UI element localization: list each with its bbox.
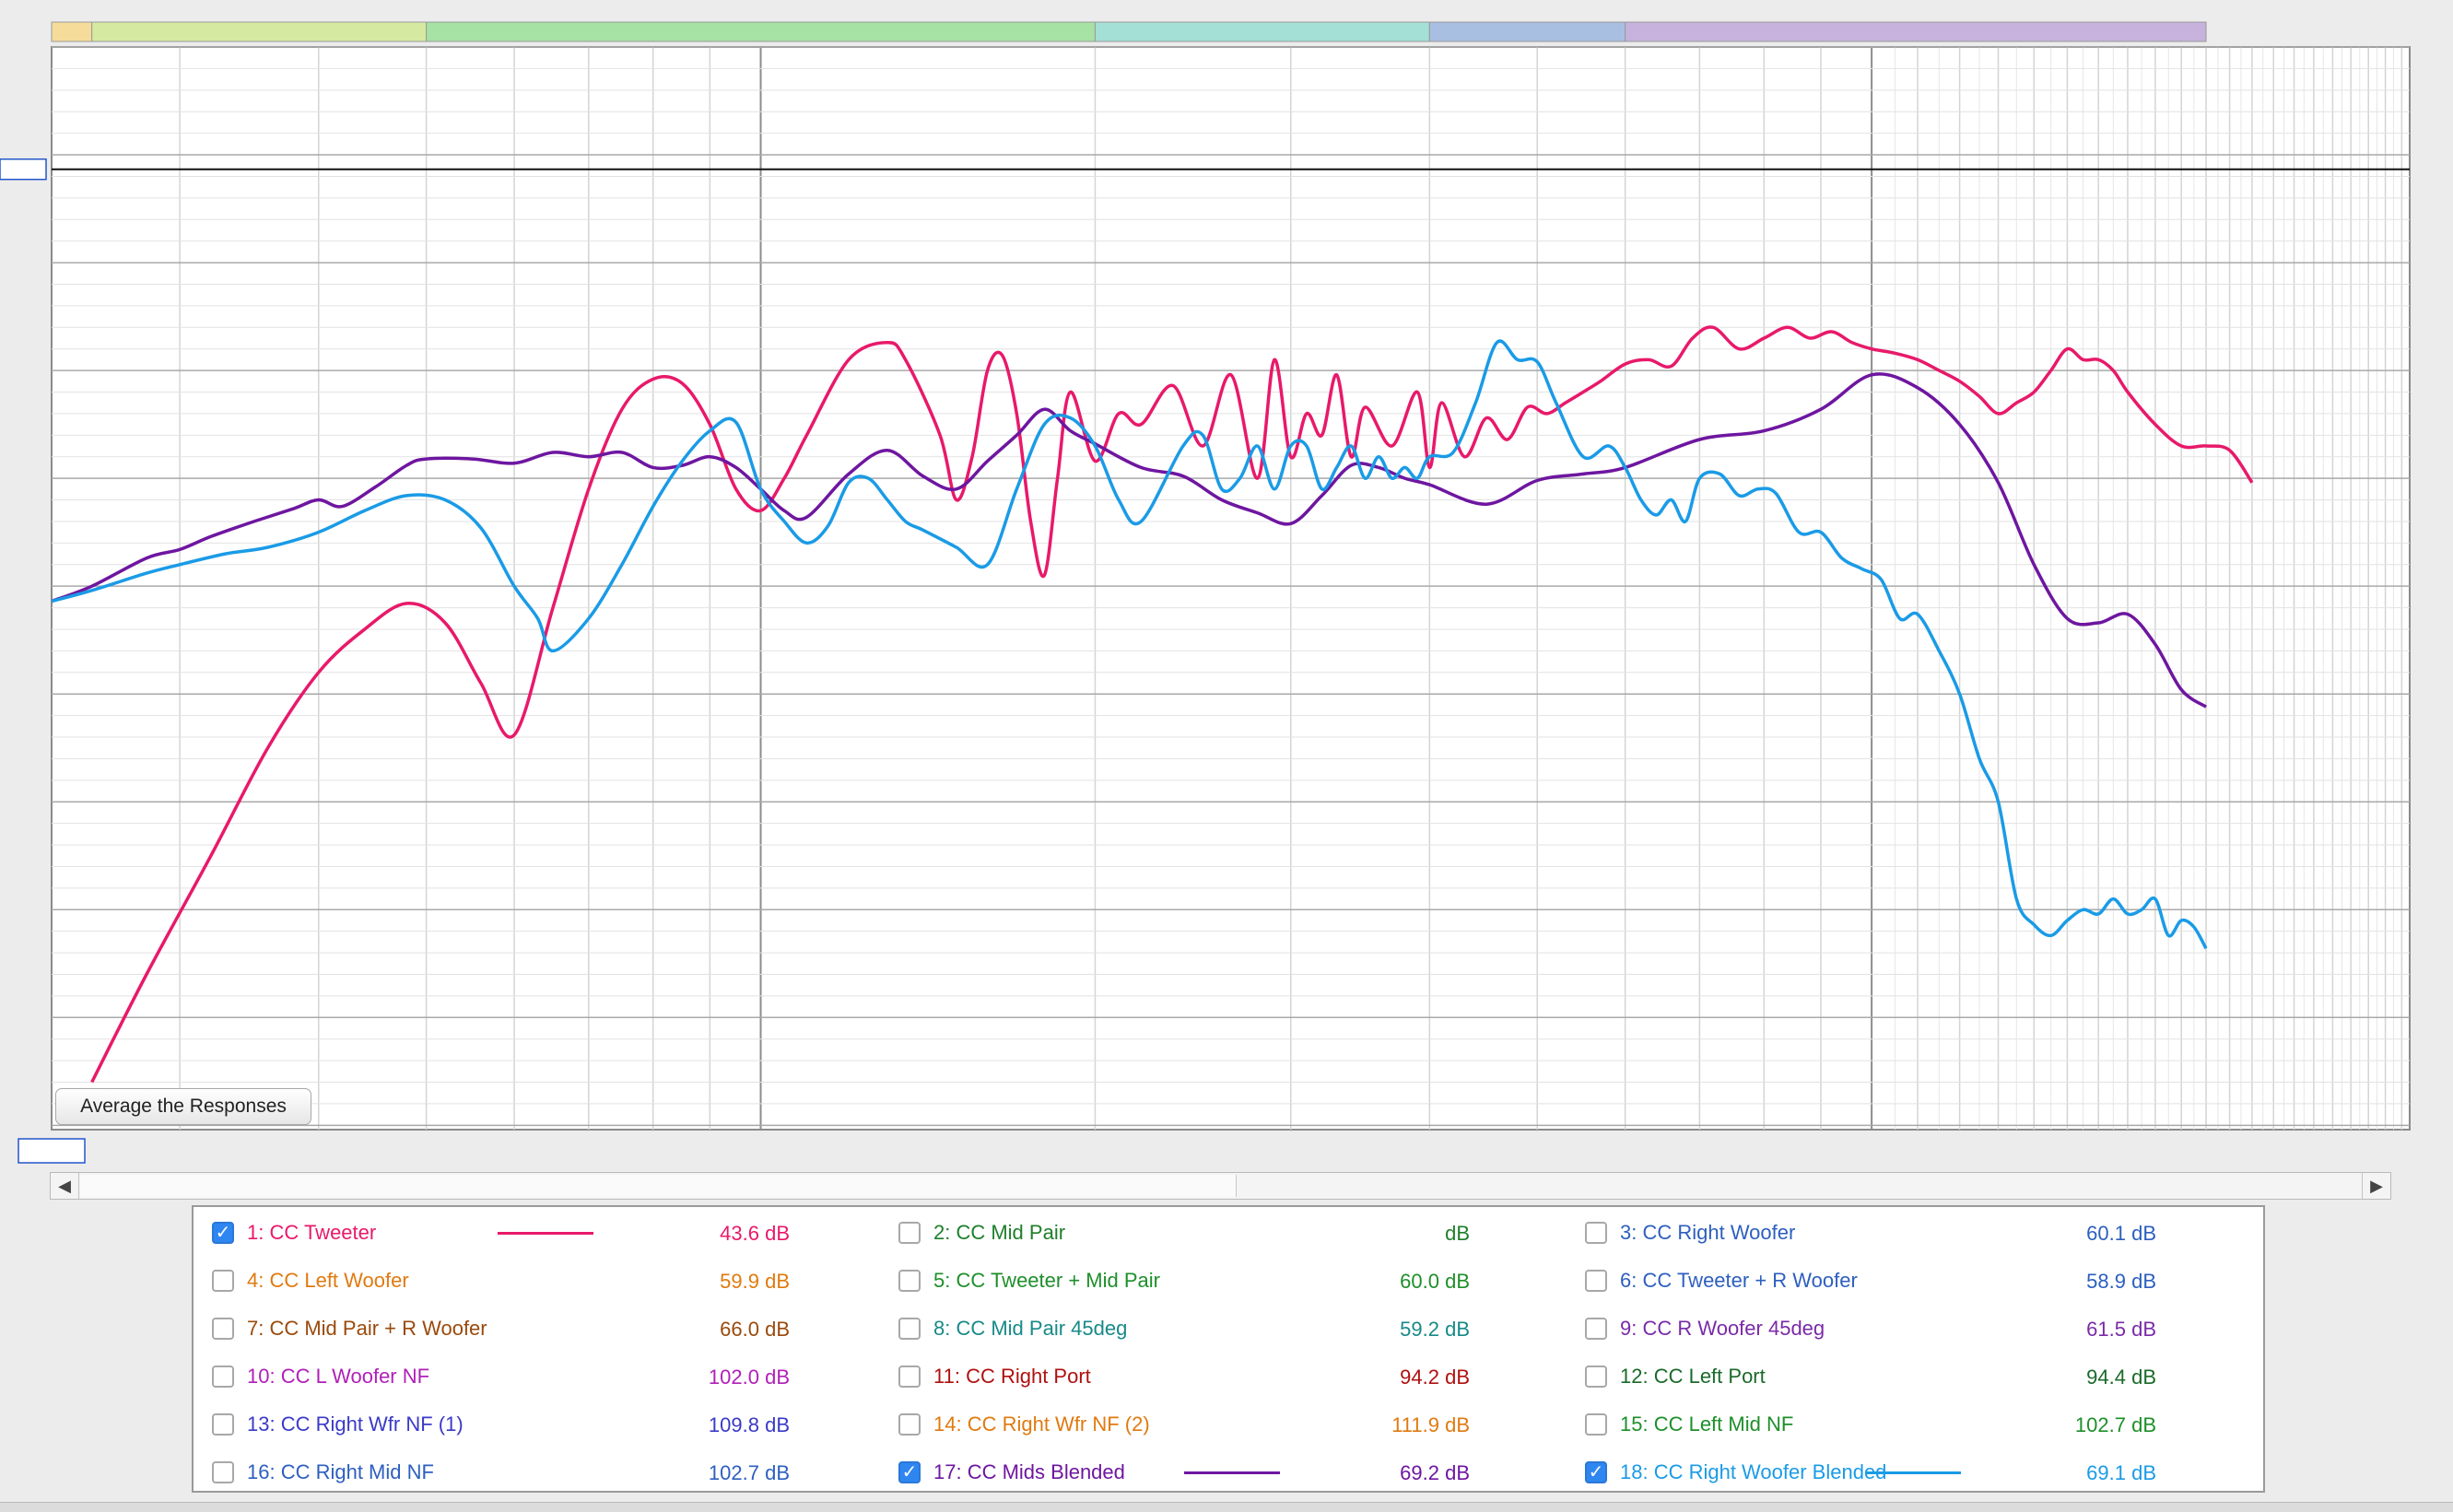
legend-value: 60.1 dB xyxy=(2086,1222,2156,1245)
legend-checkbox[interactable]: ✓ xyxy=(212,1222,234,1244)
legend-item[interactable]: 12: CC Left Port 94.4 dB xyxy=(1585,1358,2230,1395)
legend-item[interactable]: 3: CC Right Woofer 60.1 dB xyxy=(1585,1214,2230,1251)
legend-item[interactable]: 8: CC Mid Pair 45deg 59.2 dB xyxy=(898,1310,1543,1347)
average-responses-button[interactable]: Average the Responses xyxy=(55,1088,311,1125)
legend-checkbox[interactable] xyxy=(898,1270,921,1292)
band-1 xyxy=(91,21,428,42)
checkmark-icon: ✓ xyxy=(901,1462,918,1483)
legend-label: 10: CC L Woofer NF xyxy=(247,1365,430,1388)
legend-checkbox[interactable] xyxy=(212,1270,234,1292)
legend-checkbox[interactable] xyxy=(212,1413,234,1436)
legend-item[interactable]: 11: CC Right Port 94.2 dB xyxy=(898,1358,1543,1395)
legend-checkbox[interactable] xyxy=(1585,1318,1607,1340)
frequency-response-chart[interactable] xyxy=(0,0,2453,1172)
legend-label: 12: CC Left Port xyxy=(1620,1365,1766,1388)
band-0 xyxy=(51,21,93,42)
measurement-legend-panel: ✓ 1: CC Tweeter 43.6 dB 2: CC Mid Pair dB 3: … xyxy=(192,1205,2265,1493)
legend-value: 69.2 dB xyxy=(1400,1461,1470,1484)
horizontal-scrollbar[interactable]: ◀ ▶ xyxy=(50,1172,2391,1200)
legend-checkbox[interactable] xyxy=(1585,1270,1607,1292)
legend-checkbox[interactable] xyxy=(898,1318,921,1340)
status-bar xyxy=(0,1502,2453,1512)
legend-label: 4: CC Left Woofer xyxy=(247,1269,409,1292)
legend-item[interactable]: 4: CC Left Woofer 59.9 dB xyxy=(212,1262,857,1299)
legend-item[interactable]: 7: CC Mid Pair + R Woofer 66.0 dB xyxy=(212,1310,857,1347)
legend-value: 59.9 dB xyxy=(720,1270,790,1293)
legend-label: 14: CC Right Wfr NF (2) xyxy=(933,1412,1150,1436)
legend-item[interactable]: 6: CC Tweeter + R Woofer 58.9 dB xyxy=(1585,1262,2230,1299)
legend-item[interactable]: 16: CC Right Mid NF 102.7 dB xyxy=(212,1454,857,1491)
legend-label: 5: CC Tweeter + Mid Pair xyxy=(933,1269,1160,1292)
legend-value: 102.7 dB xyxy=(708,1461,790,1484)
legend-value: 69.1 dB xyxy=(2086,1461,2156,1484)
legend-value: 111.9 dB xyxy=(1391,1413,1470,1436)
legend-value: 58.9 dB xyxy=(2086,1270,2156,1293)
legend-value: 66.0 dB xyxy=(720,1318,790,1341)
legend-item[interactable]: 13: CC Right Wfr NF (1) 109.8 dB xyxy=(212,1406,857,1443)
legend-label: 17: CC Mids Blended xyxy=(933,1460,1125,1483)
legend-item[interactable]: 15: CC Left Mid NF 102.7 dB xyxy=(1585,1406,2230,1443)
legend-line-swatch xyxy=(498,1232,593,1235)
legend-line-swatch xyxy=(1184,1471,1280,1474)
legend-item[interactable]: 9: CC R Woofer 45deg 61.5 dB xyxy=(1585,1310,2230,1347)
cursor-y-readout-box xyxy=(0,158,47,181)
legend-label: 18: CC Right Woofer Blended xyxy=(1620,1460,1887,1483)
scrollbar-thumb[interactable] xyxy=(80,1175,1237,1197)
legend-label: 15: CC Left Mid NF xyxy=(1620,1412,1794,1436)
legend-item[interactable]: ✓ 1: CC Tweeter 43.6 dB xyxy=(212,1214,857,1251)
legend-checkbox[interactable]: ✓ xyxy=(898,1461,921,1483)
scroll-right-arrow-icon[interactable]: ▶ xyxy=(2362,1173,2390,1199)
band-4 xyxy=(1428,21,1626,42)
legend-label: 3: CC Right Woofer xyxy=(1620,1221,1796,1244)
plot-area xyxy=(51,46,2411,1131)
legend-checkbox[interactable] xyxy=(212,1365,234,1388)
legend-checkbox[interactable] xyxy=(898,1413,921,1436)
legend-label: 2: CC Mid Pair xyxy=(933,1221,1066,1244)
legend-item[interactable]: 2: CC Mid Pair dB xyxy=(898,1214,1543,1251)
legend-label: 1: CC Tweeter xyxy=(247,1221,377,1244)
checkmark-icon: ✓ xyxy=(215,1223,231,1243)
legend-label: 13: CC Right Wfr NF (1) xyxy=(247,1412,464,1436)
legend-value: dB xyxy=(1445,1222,1470,1245)
legend-value: 43.6 dB xyxy=(720,1222,790,1245)
legend-value: 60.0 dB xyxy=(1400,1270,1470,1293)
legend-item[interactable]: 10: CC L Woofer NF 102.0 dB xyxy=(212,1358,857,1395)
legend-line-swatch xyxy=(1867,1471,1961,1474)
legend-checkbox[interactable] xyxy=(1585,1222,1607,1244)
legend-value: 94.2 dB xyxy=(1400,1365,1470,1389)
series-line-1 xyxy=(90,325,2254,1084)
legend-value: 102.0 dB xyxy=(708,1365,790,1389)
legend-checkbox[interactable] xyxy=(212,1318,234,1340)
legend-label: 16: CC Right Mid NF xyxy=(247,1460,434,1483)
scroll-left-arrow-icon[interactable]: ◀ xyxy=(51,1173,79,1199)
legend-value: 94.4 dB xyxy=(2086,1365,2156,1389)
legend-item[interactable]: 14: CC Right Wfr NF (2) 111.9 dB xyxy=(898,1406,1543,1443)
legend-value: 61.5 dB xyxy=(2086,1318,2156,1341)
cursor-x-readout-box xyxy=(18,1138,86,1164)
legend-item[interactable]: 5: CC Tweeter + Mid Pair 60.0 dB xyxy=(898,1262,1543,1299)
legend-checkbox[interactable] xyxy=(898,1222,921,1244)
legend-label: 7: CC Mid Pair + R Woofer xyxy=(247,1317,487,1340)
legend-value: 109.8 dB xyxy=(708,1413,790,1436)
legend-label: 11: CC Right Port xyxy=(933,1365,1091,1388)
band-5 xyxy=(1625,21,2207,42)
series-line-3 xyxy=(52,339,2208,950)
legend-label: 9: CC R Woofer 45deg xyxy=(1620,1317,1825,1340)
legend-item[interactable]: ✓ 17: CC Mids Blended 69.2 dB xyxy=(898,1454,1543,1491)
legend-value: 59.2 dB xyxy=(1400,1318,1470,1341)
band-2 xyxy=(426,21,1096,42)
band-3 xyxy=(1094,21,1430,42)
legend-label: 6: CC Tweeter + R Woofer xyxy=(1620,1269,1858,1292)
legend-checkbox[interactable] xyxy=(1585,1365,1607,1388)
legend-value: 102.7 dB xyxy=(2074,1413,2156,1436)
legend-checkbox[interactable] xyxy=(212,1461,234,1483)
legend-item[interactable]: ✓ 18: CC Right Woofer Blended 69.1 dB xyxy=(1585,1454,2230,1491)
checkmark-icon: ✓ xyxy=(1588,1462,1604,1483)
legend-checkbox[interactable] xyxy=(898,1365,921,1388)
legend-checkbox[interactable]: ✓ xyxy=(1585,1461,1607,1483)
legend-checkbox[interactable] xyxy=(1585,1413,1607,1436)
legend-label: 8: CC Mid Pair 45deg xyxy=(933,1317,1128,1340)
